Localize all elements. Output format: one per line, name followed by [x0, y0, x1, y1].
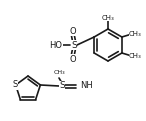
Text: CH₃: CH₃ [129, 31, 142, 37]
Text: S: S [12, 80, 17, 90]
Text: O: O [70, 54, 76, 64]
Text: CH₃: CH₃ [129, 53, 142, 59]
Text: O: O [70, 26, 76, 35]
Text: NH: NH [80, 82, 93, 91]
Text: S: S [71, 41, 77, 49]
Text: S: S [59, 82, 65, 91]
Text: CH₃: CH₃ [53, 71, 65, 76]
Text: HO: HO [49, 41, 62, 49]
Text: CH₃: CH₃ [102, 15, 114, 21]
